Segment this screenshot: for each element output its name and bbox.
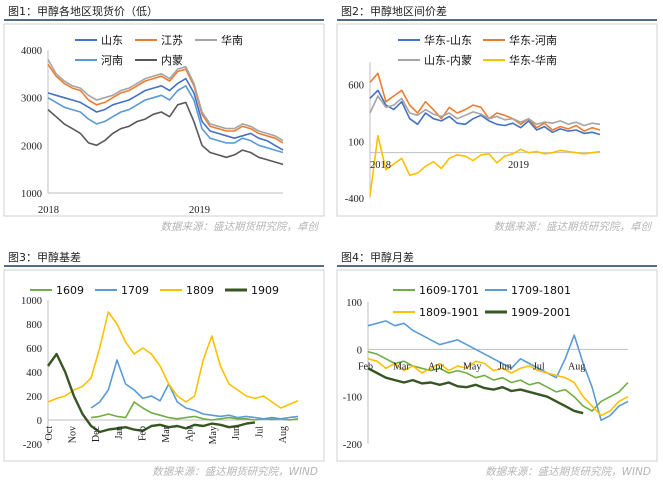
x-tick-label: May bbox=[463, 361, 481, 372]
x-tick-label: Feb bbox=[358, 361, 373, 372]
y-tick-label: -400 bbox=[345, 194, 364, 205]
x-tick-label: Nov bbox=[67, 426, 78, 443]
x-tick-label: Feb bbox=[138, 426, 149, 441]
x-tick-label: Mar bbox=[393, 361, 410, 372]
y-tick-label: 3000 bbox=[21, 94, 42, 105]
x-tick-label: 2018 bbox=[38, 205, 59, 216]
series-line-华东-河南 bbox=[369, 72, 601, 132]
legend-label: 山东-内蒙 bbox=[424, 53, 472, 67]
series-line-1909 bbox=[47, 352, 256, 434]
legend-label: 1909-2001 bbox=[511, 306, 571, 319]
chart-2: 图2：甲醇地区间价差 -400 100 600 2018 2019 华东-山东 华东-河南山东… bbox=[336, 4, 658, 233]
chart-title: 图3：甲醇基差 bbox=[8, 250, 81, 264]
source-note: 数据来源：盛达期货研究院，卓创 bbox=[494, 221, 653, 233]
x-tick-label: Apr bbox=[428, 361, 444, 372]
y-tick-label: 600 bbox=[348, 81, 364, 92]
x-tick-label: Oct bbox=[44, 426, 55, 441]
legend-label: 1909 bbox=[251, 284, 279, 297]
y-tick-label: -200 bbox=[23, 440, 42, 451]
y-tick-label: 400 bbox=[26, 368, 42, 379]
x-tick-label: Apr bbox=[184, 425, 195, 441]
x-tick-label: Aug bbox=[278, 426, 289, 443]
legend-label: 1709-1801 bbox=[511, 284, 571, 297]
x-tick-label: Jan bbox=[114, 426, 125, 439]
chart-frame bbox=[3, 23, 325, 217]
source-note: 数据来源：盛达期货研究院，WIND bbox=[485, 466, 651, 478]
legend-label: 1609 bbox=[56, 284, 84, 297]
series-line-华东-山东 bbox=[369, 89, 601, 136]
chart-frame bbox=[336, 269, 658, 462]
y-tick-label: -100 bbox=[343, 393, 362, 404]
series-line-华东-华南 bbox=[369, 134, 601, 196]
series-line-1909-2001 bbox=[367, 367, 584, 415]
source-note: 数据来源：盛达期货研究院，WIND bbox=[152, 466, 318, 478]
series-line-内蒙 bbox=[47, 101, 284, 166]
x-tick-label: May bbox=[208, 426, 219, 444]
series-line-河南 bbox=[47, 85, 284, 154]
series-line-山东-内蒙 bbox=[369, 95, 601, 127]
chart-3: 图3：甲醇基差 -200 0 200 400 600 800 1000 Oct Nov Dec Jan… bbox=[3, 250, 325, 478]
chart-frame bbox=[336, 23, 658, 217]
y-tick-label: 1000 bbox=[21, 296, 42, 307]
y-tick-label: 600 bbox=[26, 344, 42, 355]
y-tick-label: 800 bbox=[26, 320, 42, 331]
legend-label: 华南 bbox=[221, 33, 243, 47]
chart-title: 图2：甲醇地区间价差 bbox=[341, 4, 447, 18]
series-line-华南 bbox=[47, 59, 284, 142]
legend-label: 内蒙 bbox=[161, 53, 183, 67]
legend-label: 江苏 bbox=[161, 34, 183, 47]
series-line-1709 bbox=[90, 359, 299, 420]
x-tick-label: Jun bbox=[498, 361, 512, 372]
y-tick-label: 100 bbox=[348, 137, 364, 148]
source-note: 数据来源：盛达期货研究院，卓创 bbox=[161, 221, 320, 233]
y-tick-label: 4000 bbox=[21, 46, 42, 57]
x-tick-label: 2018 bbox=[370, 160, 391, 171]
x-tick-label: Mar bbox=[161, 425, 172, 442]
series-line-江苏 bbox=[47, 63, 284, 144]
y-tick-label: 1000 bbox=[21, 189, 42, 200]
x-tick-label: Aug bbox=[568, 361, 585, 372]
legend-label: 1709 bbox=[121, 284, 149, 297]
x-tick-label: Jun bbox=[231, 426, 242, 440]
legend-label: 山东 bbox=[101, 34, 123, 47]
legend-label: 河南 bbox=[101, 54, 123, 67]
x-tick-label: Jul bbox=[533, 361, 545, 372]
chart-title: 图4：甲醇月差 bbox=[341, 250, 414, 264]
series-line-1809-1901 bbox=[367, 358, 629, 417]
y-tick-label: 2000 bbox=[21, 141, 42, 152]
series-line-1609-1701 bbox=[367, 350, 629, 412]
series-line-1709-1801 bbox=[367, 320, 629, 422]
legend-label: 华东-华南 bbox=[509, 53, 557, 67]
legend-label: 1809-1901 bbox=[419, 306, 479, 319]
x-tick-label: Jul bbox=[255, 426, 266, 438]
x-tick-label: 2019 bbox=[189, 205, 210, 216]
legend-label: 华东-山东 bbox=[424, 33, 472, 47]
series-line-1809 bbox=[47, 311, 299, 409]
chart-frame bbox=[3, 269, 325, 462]
y-tick-label: 0 bbox=[357, 345, 362, 356]
y-tick-label: 200 bbox=[26, 392, 42, 403]
chart-1: 图1：甲醇各地区现货价（低） 1000 2000 3000 4000 2018 2019 山东… bbox=[3, 4, 325, 233]
y-tick-label: -200 bbox=[343, 440, 362, 451]
y-tick-label: 100 bbox=[346, 298, 362, 309]
chart-title: 图1：甲醇各地区现货价（低） bbox=[8, 4, 158, 18]
x-tick-label: 2019 bbox=[508, 160, 529, 171]
legend-label: 1809 bbox=[186, 284, 214, 297]
x-tick-label: Dec bbox=[91, 425, 102, 442]
y-tick-label: 0 bbox=[37, 416, 42, 427]
series-line-山东 bbox=[47, 77, 284, 151]
legend-label: 1609-1701 bbox=[419, 284, 479, 297]
chart-4: 图4：甲醇月差 -200 -100 0 100 Feb Mar Apr May Jun Jul Aug… bbox=[336, 250, 658, 478]
legend-label: 华东-河南 bbox=[509, 33, 557, 47]
